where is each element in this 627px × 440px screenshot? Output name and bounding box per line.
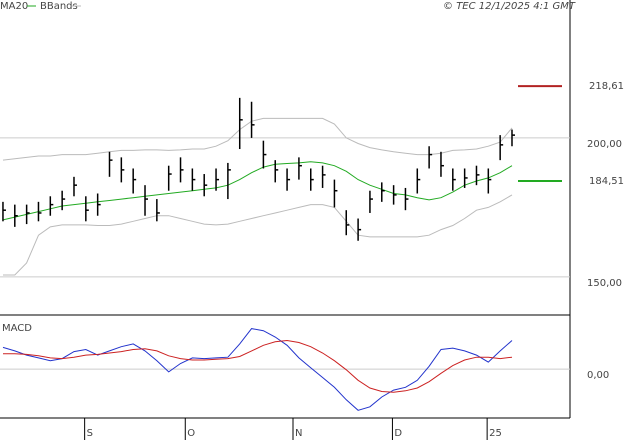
series-line	[2, 161, 513, 221]
panel-title: MACD	[2, 323, 32, 334]
y-tick-label: 200,00	[587, 139, 622, 150]
x-tick-label: S	[87, 428, 93, 439]
level-label: 218,61	[589, 81, 624, 92]
legend-label: BBands	[40, 1, 78, 12]
x-tick-label: D	[394, 428, 402, 439]
level-label: 184,51	[589, 176, 624, 187]
y-tick-label: 0,00	[587, 370, 609, 381]
x-tick-label: O	[187, 428, 195, 439]
y-tick-label: 150,00	[587, 278, 622, 289]
series-line	[3, 339, 513, 393]
x-tick-label: 25	[489, 428, 502, 439]
legend-label: MA20	[0, 1, 28, 12]
x-tick-label: N	[295, 428, 302, 439]
series-line	[2, 328, 513, 411]
chart-title: © TEC 12/1/2025 4:1 GMT	[443, 1, 576, 12]
band-line	[3, 194, 513, 276]
band-line	[2, 117, 513, 161]
